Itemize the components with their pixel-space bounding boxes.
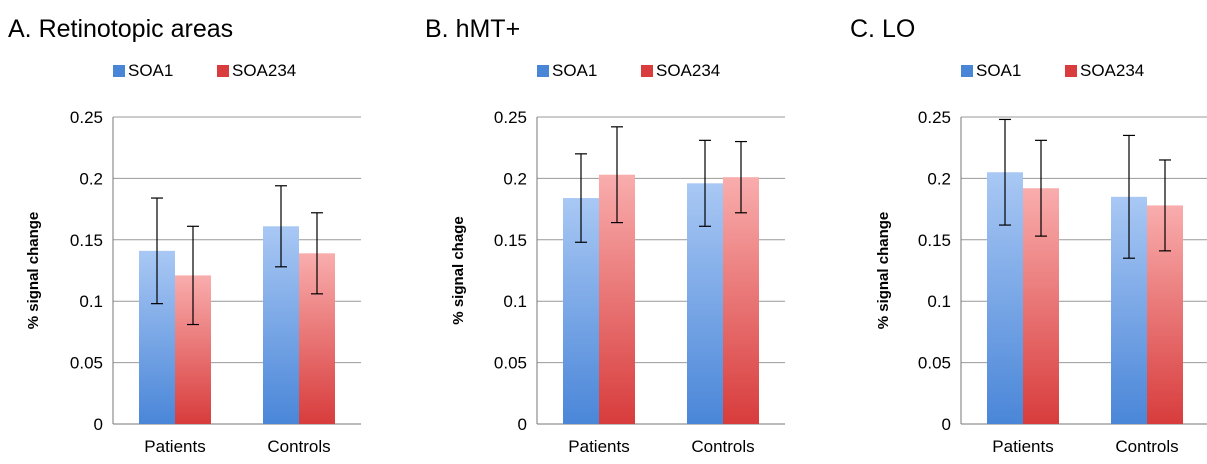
legend-label-soa234: SOA234 — [656, 61, 720, 80]
y-tick-label: 0.2 — [503, 169, 527, 188]
y-tick-label: 0.25 — [70, 108, 103, 127]
y-tick-label: 0.2 — [927, 169, 951, 188]
chart-panel-3: C. LO SOA1 SOA234 0 0.05 0.1 0.15 0.2 0.25 % sign… — [850, 15, 1207, 456]
y-tick-label: 0.15 — [494, 231, 527, 250]
x-category-label: Controls — [267, 437, 330, 456]
y-tick-label: 0 — [942, 415, 951, 434]
y-tick-label: 0.1 — [79, 292, 103, 311]
legend-label-soa234: SOA234 — [232, 61, 296, 80]
y-tick-label: 0.1 — [927, 292, 951, 311]
legend-label-soa1: SOA1 — [128, 61, 173, 80]
y-tick-label: 0.05 — [70, 354, 103, 373]
x-category-label: Patients — [568, 437, 629, 456]
bar-soa234-controls — [723, 177, 759, 424]
legend-label-soa1: SOA1 — [976, 61, 1021, 80]
legend-label-soa234: SOA234 — [1080, 61, 1144, 80]
y-tick-label: 0.15 — [918, 231, 951, 250]
y-tick-label: 0 — [518, 415, 527, 434]
chart-panel-2: B. hMT+ SOA1 SOA234 0 0.05 0.1 0.15 0.2 0.25 % si… — [425, 15, 785, 456]
chart-title: B. hMT+ — [425, 15, 520, 43]
y-tick-label: 0.25 — [494, 108, 527, 127]
legend-swatch-soa1 — [113, 65, 125, 77]
chart-panel-1: A. Retinotopic areas SOA1 SOA234 0 0.05 0.1 0.… — [8, 15, 361, 456]
chart-title: C. LO — [850, 15, 915, 43]
y-tick-label: 0.25 — [918, 108, 951, 127]
y-tick-label: 0.2 — [79, 169, 103, 188]
y-axis-title: % signal chage — [450, 216, 467, 324]
y-axis-title: % signal change — [25, 212, 42, 330]
y-tick-label: 0.05 — [918, 354, 951, 373]
y-axis-title: % signal change — [875, 212, 892, 330]
x-category-label: Patients — [144, 437, 205, 456]
y-tick-label: 0.15 — [70, 231, 103, 250]
legend-swatch-soa1 — [961, 65, 973, 77]
chart-title: A. Retinotopic areas — [8, 15, 233, 43]
legend-swatch-soa234 — [217, 65, 229, 77]
legend-swatch-soa234 — [1065, 65, 1077, 77]
x-category-label: Patients — [992, 437, 1053, 456]
x-category-label: Controls — [1115, 437, 1178, 456]
y-tick-label: 0.05 — [494, 354, 527, 373]
legend-swatch-soa1 — [537, 65, 549, 77]
y-tick-label: 0 — [94, 415, 103, 434]
x-category-label: Controls — [691, 437, 754, 456]
legend-swatch-soa234 — [641, 65, 653, 77]
y-tick-label: 0.1 — [503, 292, 527, 311]
legend-label-soa1: SOA1 — [552, 61, 597, 80]
